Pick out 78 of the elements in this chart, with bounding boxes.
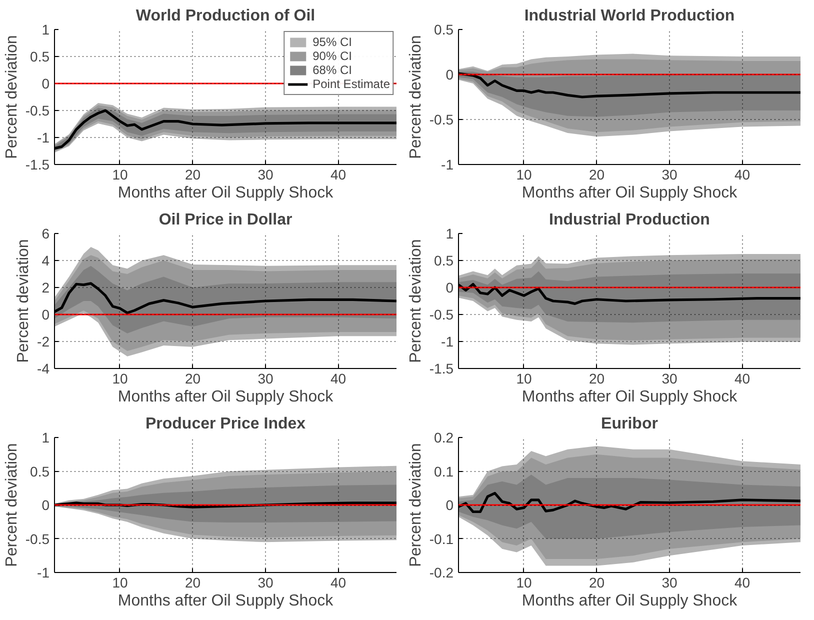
y-tick-label: 0.5 <box>434 252 454 268</box>
x-tick-label: 20 <box>184 370 201 386</box>
y-axis-title: Percent deviation <box>3 443 20 567</box>
y-tick-label: 0.5 <box>30 48 50 64</box>
y-tick-label: -1 <box>37 564 50 580</box>
x-tick-label: 10 <box>516 166 532 182</box>
y-tick-label: 0 <box>446 497 454 513</box>
y-tick-label: -1 <box>441 334 454 350</box>
x-tick-label: 10 <box>112 574 128 590</box>
y-tick-label: 6 <box>42 226 50 242</box>
x-axis-title: Months after Oil Supply Shock <box>522 184 738 202</box>
y-tick-label: -4 <box>37 360 50 376</box>
x-tick-label: 40 <box>734 370 750 386</box>
x-axis-title: Months after Oil Supply Shock <box>522 388 738 406</box>
y-tick-label: -0.5 <box>25 530 50 547</box>
x-axis-title: Months after Oil Supply Shock <box>118 592 334 610</box>
x-tick-label: 10 <box>112 370 128 386</box>
chart-title: Producer Price Index <box>145 416 306 432</box>
x-tick-label: 20 <box>184 166 201 182</box>
x-tick-label: 30 <box>258 370 274 386</box>
legend-label: 90% CI <box>312 49 352 63</box>
x-tick-label: 30 <box>258 166 274 182</box>
x-tick-label: 30 <box>662 166 678 182</box>
x-tick-label: 20 <box>588 574 605 590</box>
y-tick-label: 0 <box>446 66 454 82</box>
x-tick-label: 30 <box>662 370 678 386</box>
legend-label: 95% CI <box>312 35 352 49</box>
x-axis-title: Months after Oil Supply Shock <box>118 388 334 406</box>
x-tick-label: 40 <box>734 166 750 182</box>
y-tick-label: 0.5 <box>434 22 454 38</box>
y-tick-label: 0.5 <box>30 463 50 480</box>
y-tick-label: 4 <box>42 252 50 268</box>
y-axis-title: Percent deviation <box>15 239 32 363</box>
x-axis-title: Months after Oil Supply Shock <box>522 592 738 610</box>
x-tick-label: 20 <box>588 370 605 386</box>
x-tick-label: 10 <box>516 574 532 590</box>
y-tick-label: -1.5 <box>429 360 454 376</box>
y-tick-label: -0.5 <box>25 102 50 118</box>
y-tick-label: 0 <box>446 280 454 296</box>
y-axis-title: Percent deviation <box>407 35 424 159</box>
y-tick-label: 0 <box>42 306 50 322</box>
x-tick-label: 10 <box>112 166 128 182</box>
x-tick-label: 20 <box>184 574 201 590</box>
y-tick-label: -0.2 <box>429 564 454 580</box>
x-tick-label: 40 <box>330 370 346 386</box>
y-tick-label: 1 <box>446 226 454 242</box>
y-tick-label: -1.5 <box>25 156 50 172</box>
y-tick-label: 0.2 <box>434 430 454 446</box>
y-tick-label: 0 <box>42 497 50 513</box>
x-tick-label: 10 <box>516 370 532 386</box>
y-tick-label: 0.1 <box>434 463 454 480</box>
x-tick-label: 20 <box>588 166 605 182</box>
y-tick-label: 1 <box>42 22 50 38</box>
x-tick-label: 40 <box>330 166 346 182</box>
y-tick-label: -1 <box>441 156 454 172</box>
x-tick-label: 30 <box>662 574 678 590</box>
x-axis-title: Months after Oil Supply Shock <box>118 184 334 202</box>
y-tick-label: -0.1 <box>429 530 454 547</box>
chart-title: Oil Price in Dollar <box>158 212 292 228</box>
chart-title: World Production of Oil <box>136 8 316 24</box>
chart-title: Industrial World Production <box>524 8 735 24</box>
y-tick-label: 0 <box>42 76 50 92</box>
legend-label: 68% CI <box>312 63 352 77</box>
x-tick-label: 40 <box>330 574 346 590</box>
y-tick-label: -2 <box>37 334 50 350</box>
chart-title: Euribor <box>601 416 658 432</box>
chart-title: Industrial Production <box>549 212 710 228</box>
x-tick-label: 40 <box>734 574 750 590</box>
y-axis-title: Percent deviation <box>407 239 424 363</box>
y-tick-label: 1 <box>42 430 50 446</box>
legend-label: Point Estimate <box>312 77 390 91</box>
y-axis-title: Percent deviation <box>407 443 424 567</box>
y-axis-title: Percent deviation <box>3 35 20 159</box>
y-tick-label: -0.5 <box>429 306 454 322</box>
y-tick-label: 2 <box>42 280 50 296</box>
y-tick-label: -0.5 <box>429 112 454 128</box>
y-tick-label: -1 <box>37 130 50 146</box>
x-tick-label: 30 <box>258 574 274 590</box>
